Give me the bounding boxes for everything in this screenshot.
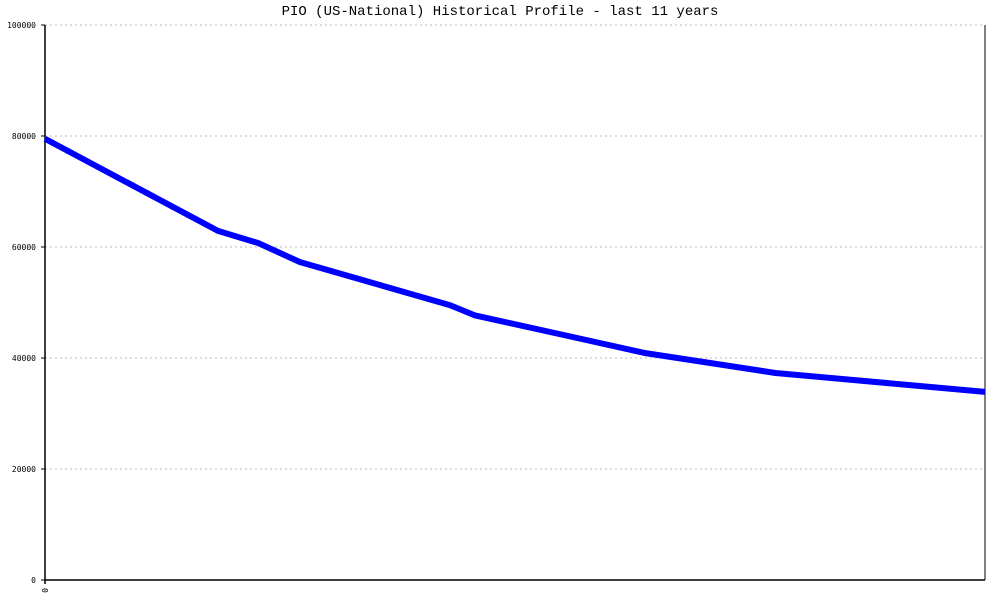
y-tick-label: 80000 — [12, 132, 36, 141]
y-tick-label: 60000 — [12, 243, 36, 252]
y-tick-label: 0 — [31, 576, 36, 585]
chart-title: PIO (US-National) Historical Profile - l… — [281, 4, 719, 20]
series-line — [43, 136, 986, 395]
x-tick-label: 0 — [40, 588, 49, 593]
y-tick-label: 100000 — [7, 21, 36, 30]
y-tick-label: 40000 — [12, 354, 36, 363]
y-tick-label: 20000 — [12, 465, 36, 474]
